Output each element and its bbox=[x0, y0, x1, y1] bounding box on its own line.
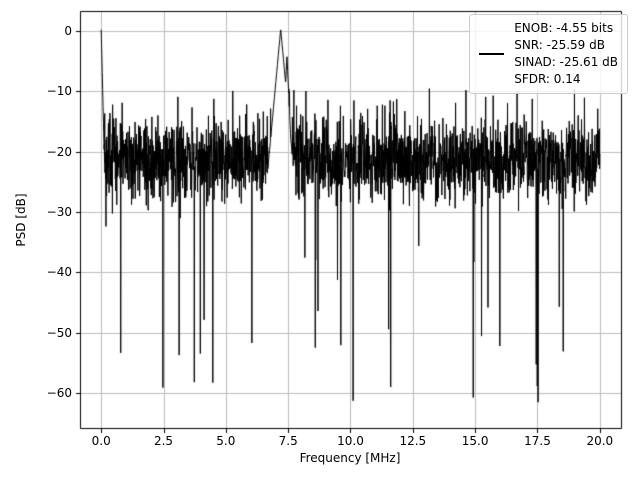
x-tick-label: 2.5 bbox=[153, 434, 174, 448]
y-tick-label: −40 bbox=[46, 265, 72, 280]
y-tick-label: −60 bbox=[46, 385, 72, 400]
legend-entry-sfdr: SFDR: 0.14 bbox=[514, 72, 581, 86]
y-tick-label: 0 bbox=[64, 23, 72, 38]
y-tick-label: −20 bbox=[46, 144, 72, 159]
x-tick-label: 0.0 bbox=[91, 434, 111, 448]
y-tick-label: −10 bbox=[46, 84, 72, 99]
y-axis-label: PSD [dB] bbox=[14, 193, 28, 247]
y-tick-label: −30 bbox=[46, 204, 72, 219]
legend-entry-snr: SNR: -25.59 dB bbox=[514, 38, 605, 52]
legend-entry-enob: ENOB: -4.55 bits bbox=[514, 21, 614, 35]
x-tick-label: 12.5 bbox=[399, 434, 427, 448]
x-tick-label: 10.0 bbox=[337, 434, 364, 448]
x-axis-label: Frequency [MHz] bbox=[299, 451, 401, 465]
legend: ENOB: -4.55 bits SNR: -25.59 dB SINAD: -… bbox=[469, 14, 628, 94]
x-tick-label: 7.5 bbox=[278, 434, 298, 448]
legend-entry-sinad: SINAD: -25.61 dB bbox=[514, 55, 618, 69]
legend-text-block: ENOB: -4.55 bits SNR: -25.59 dB SINAD: -… bbox=[514, 20, 618, 88]
legend-line-sample-icon bbox=[479, 53, 505, 55]
y-tick-label: −50 bbox=[46, 325, 72, 340]
x-tick-label: 17.5 bbox=[524, 434, 551, 448]
x-tick-label: 5.0 bbox=[216, 434, 236, 448]
x-tick-label: 15.0 bbox=[461, 434, 489, 448]
x-tick-label: 20.0 bbox=[586, 434, 614, 448]
